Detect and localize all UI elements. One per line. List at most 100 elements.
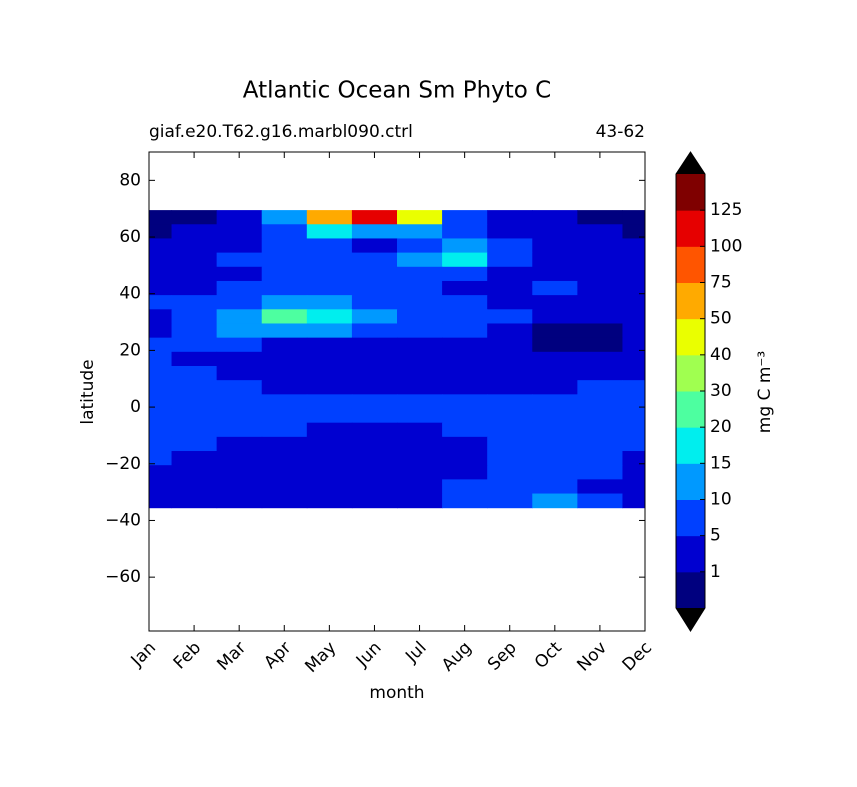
contour-cell — [171, 252, 218, 268]
contour-cell — [487, 210, 533, 225]
contour-cell — [532, 280, 578, 296]
y-tick-label: 40 — [119, 284, 141, 304]
y-tick-label: 80 — [119, 170, 141, 190]
contour-cell — [306, 351, 353, 367]
contour-cell — [171, 280, 218, 296]
contour-cell — [306, 266, 353, 282]
contour-cell — [577, 493, 623, 509]
contour-cell — [306, 451, 353, 466]
contour-cell — [397, 323, 443, 339]
contour-cell — [216, 465, 263, 480]
contour-cell — [442, 224, 488, 239]
contour-cell — [532, 365, 578, 381]
contour-cell — [532, 380, 578, 395]
contour-cell — [351, 493, 398, 509]
contour-cell — [442, 479, 488, 495]
colorbar-segment — [676, 463, 705, 500]
y-tick-label: 20 — [119, 340, 141, 360]
contour-cell — [306, 309, 353, 324]
contour-cell — [577, 323, 623, 339]
contour-cell — [622, 252, 646, 268]
contour-cell — [351, 380, 398, 395]
contour-cell — [149, 436, 173, 452]
contour-cell — [397, 252, 443, 268]
contour-cell — [532, 238, 578, 254]
colorbar-tick-label: 15 — [710, 453, 732, 473]
contour-cell — [442, 465, 488, 480]
colorbar-tick-label: 100 — [710, 236, 742, 256]
contour-cell — [577, 309, 623, 324]
contour-cell — [351, 280, 398, 296]
colorbar-segment — [676, 318, 705, 356]
contour-cell — [171, 323, 218, 339]
chart-title: Atlantic Ocean Sm Phyto C — [243, 78, 552, 104]
contour-cell — [306, 394, 353, 410]
contour-cell — [261, 295, 308, 310]
contour-cell — [397, 394, 443, 410]
subtitle-left: giaf.e20.T62.g16.marbl090.ctrl — [149, 122, 413, 142]
contour-cell — [351, 266, 398, 282]
contour-cell — [351, 309, 398, 324]
contour-cell — [487, 238, 533, 254]
contour-cell — [442, 422, 488, 438]
contour-cell — [306, 238, 353, 254]
contour-cell — [442, 266, 488, 282]
contour-cell — [216, 380, 263, 395]
y-axis-label: latitude — [78, 359, 98, 424]
contour-cell — [351, 422, 398, 438]
contour-cell — [532, 252, 578, 268]
contour-cell — [487, 280, 533, 296]
colorbar-segment — [676, 174, 705, 211]
contour-cell — [397, 238, 443, 254]
contour-cell — [261, 266, 308, 282]
contour-cell — [351, 295, 398, 310]
contour-cell — [351, 394, 398, 410]
contour-cell — [216, 266, 263, 282]
contour-cell — [171, 337, 218, 353]
colorbar-tick-label: 30 — [710, 381, 732, 401]
contour-cell — [532, 465, 578, 480]
contour-cell — [532, 224, 578, 239]
colorbar-tick-label: 20 — [710, 417, 732, 437]
contour-cell — [171, 451, 218, 466]
colorbar-label: mg C m⁻³ — [755, 351, 775, 433]
contour-cell — [622, 224, 646, 239]
contour-cell — [149, 351, 173, 367]
contour-cell — [442, 436, 488, 452]
contour-cell — [171, 266, 218, 282]
x-tick-label: May — [301, 638, 340, 677]
contour-cell — [261, 309, 308, 324]
contour-cell — [487, 224, 533, 239]
contour-cell — [442, 309, 488, 324]
contour-cell — [306, 422, 353, 438]
contour-cell — [149, 309, 173, 324]
contour-cell — [216, 408, 263, 424]
contour-cell — [397, 380, 443, 395]
contour-cell — [216, 479, 263, 495]
contour-cell — [577, 436, 623, 452]
contour-cell — [577, 280, 623, 296]
contour-cell — [532, 309, 578, 324]
x-tick-label: Jun — [352, 638, 386, 672]
contour-cell — [149, 408, 173, 424]
colorbar-segment — [676, 354, 705, 392]
contour-cell — [622, 323, 646, 339]
contour-cell — [577, 295, 623, 310]
contour-cell — [442, 380, 488, 395]
y-tick-label: −60 — [105, 567, 141, 587]
contour-cell — [306, 323, 353, 339]
contour-cell — [351, 323, 398, 339]
colorbar-segment — [676, 282, 705, 320]
contour-cell — [487, 266, 533, 282]
contour-cell — [577, 408, 623, 424]
contour-cell — [351, 365, 398, 381]
contour-cell — [149, 238, 173, 254]
contour-cell — [149, 365, 173, 381]
contour-cell — [397, 295, 443, 310]
contour-cell — [487, 394, 533, 410]
contour-cell — [442, 252, 488, 268]
contour-cell — [442, 493, 488, 509]
colorbar-tick-label: 1 — [710, 562, 721, 582]
colorbar-tick-label: 125 — [710, 200, 742, 220]
